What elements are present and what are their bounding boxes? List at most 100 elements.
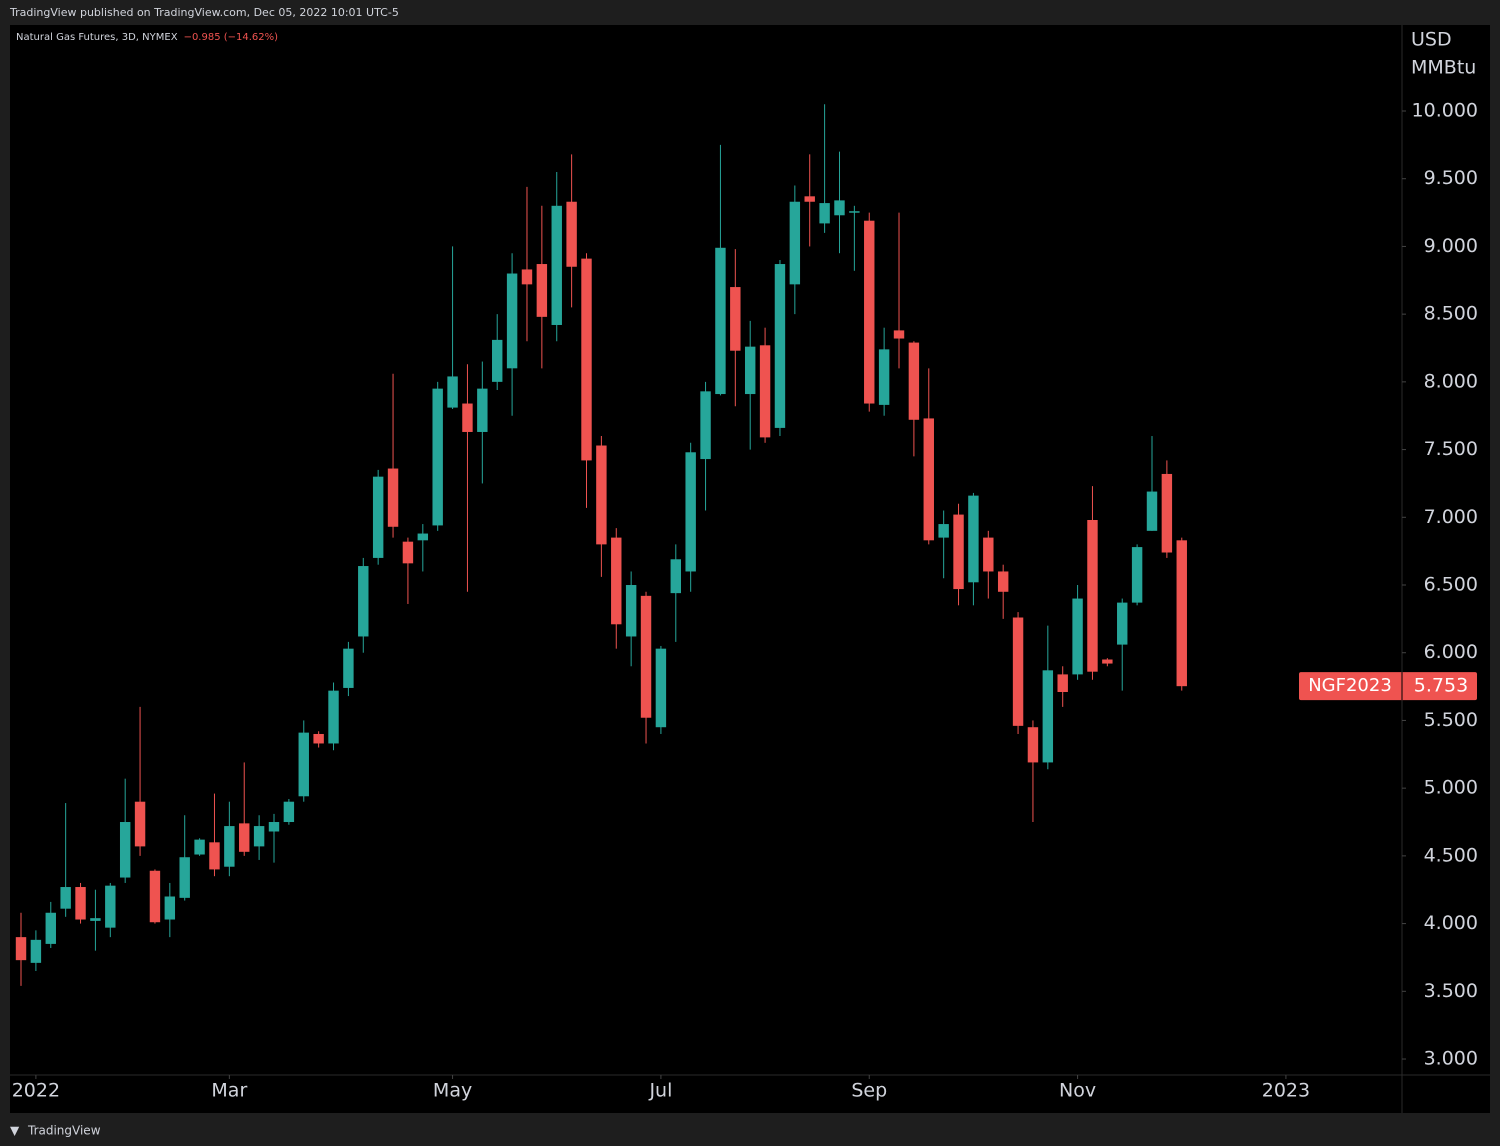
candle-body <box>224 826 235 867</box>
candle-body <box>209 842 220 870</box>
candle-body <box>968 495 979 583</box>
candle-body <box>1042 670 1054 763</box>
y-tick-label: 4.500 <box>1424 844 1478 866</box>
candle-body <box>834 200 845 216</box>
candle-body <box>596 445 607 545</box>
candle-body <box>372 476 384 558</box>
y-tick-label: 3.000 <box>1424 1048 1478 1070</box>
candle-body <box>134 801 146 847</box>
candle-body <box>774 264 786 428</box>
candle-body <box>730 287 741 351</box>
last-price-box <box>1299 672 1477 701</box>
candle-body <box>789 201 801 285</box>
candle-body <box>819 203 830 224</box>
x-tick-label: Mar <box>211 1080 247 1102</box>
candle-body <box>1102 659 1113 664</box>
candle-body <box>1176 540 1187 687</box>
candle-body <box>551 205 562 325</box>
y-tick-label: 8.000 <box>1424 370 1478 392</box>
candle-body <box>477 388 488 432</box>
candle-body <box>744 346 756 395</box>
candle-body <box>239 823 250 852</box>
candle-body <box>253 826 265 847</box>
candle-body <box>893 330 905 339</box>
last-price-name: NGF2023 <box>1308 675 1392 696</box>
candle-body <box>983 537 994 572</box>
plot-area <box>10 25 1402 1075</box>
candle-body <box>878 349 890 405</box>
candle-body <box>194 839 205 855</box>
x-tick-label: Nov <box>1059 1080 1096 1102</box>
y-tick-label: 6.000 <box>1424 641 1478 663</box>
candle-body <box>328 690 339 744</box>
y-tick-label: 6.500 <box>1424 574 1478 596</box>
candle-body <box>1012 617 1024 726</box>
candle-body <box>1117 602 1128 645</box>
candle-body <box>387 468 399 527</box>
candle-body <box>938 524 949 538</box>
candle-body <box>462 403 473 432</box>
candle-body <box>1146 491 1158 531</box>
footer-logo: ▼ <box>10 1124 20 1138</box>
footer: TradingView <box>27 1124 101 1138</box>
candle-body <box>417 533 429 541</box>
candle-body <box>432 388 443 526</box>
candle-body <box>1087 520 1098 672</box>
y-axis-label: USD <box>1411 29 1452 51</box>
y-tick-label: 7.500 <box>1424 438 1478 460</box>
y-tick-label: 9.000 <box>1424 235 1478 257</box>
candle-body <box>640 595 652 718</box>
candle-body <box>953 514 964 590</box>
y-tick-label: 7.000 <box>1424 506 1478 528</box>
candle-body <box>1072 598 1083 675</box>
candle-body <box>105 885 116 928</box>
candle-body <box>908 342 920 420</box>
candle-body <box>685 452 696 572</box>
candle-body <box>611 537 622 625</box>
candle-body <box>1057 674 1068 692</box>
y-tick-label: 10.000 <box>1412 99 1478 121</box>
candle-body <box>536 264 548 317</box>
chart-title: Natural Gas Futures, 3D, NYMEX <box>16 32 178 43</box>
candle-body <box>506 273 518 369</box>
candle-body <box>298 732 309 797</box>
candle-body <box>581 258 592 461</box>
candle-body <box>149 870 161 923</box>
candle-body <box>447 376 458 408</box>
candle-body <box>402 541 414 564</box>
candle-body <box>15 937 27 961</box>
candle-body <box>1131 547 1143 603</box>
candle-body <box>283 801 295 823</box>
candle-body <box>849 211 860 213</box>
candle-body <box>30 939 42 963</box>
candle-body <box>625 585 637 637</box>
y-tick-label: 8.500 <box>1424 303 1478 325</box>
candle-body <box>492 339 503 382</box>
candle-body <box>670 559 681 594</box>
x-tick-label: May <box>433 1080 472 1102</box>
candle-body <box>521 269 533 285</box>
header: TradingView published on TradingView.com… <box>9 6 399 19</box>
y-axis-label: MMBtu <box>1411 57 1476 79</box>
candle-body <box>715 247 726 395</box>
candle-body <box>164 896 176 920</box>
candle-body <box>268 822 280 832</box>
x-tick-label: 2022 <box>12 1080 60 1102</box>
candle-body <box>343 648 354 688</box>
y-axis-area <box>1402 25 1490 1075</box>
last-price-label: 5.753 <box>1414 675 1468 697</box>
candle-body <box>997 571 1009 592</box>
candle-body <box>1161 473 1173 553</box>
x-axis-area <box>10 1075 1490 1113</box>
x-tick-label: Jul <box>648 1080 672 1102</box>
candle-body <box>1027 727 1039 763</box>
candle-body <box>864 220 875 404</box>
candle-body <box>45 912 56 944</box>
candle-body <box>804 196 815 202</box>
candle-body <box>700 391 711 460</box>
candle-body <box>90 918 101 921</box>
candle-body <box>60 887 71 909</box>
x-tick-label: 2023 <box>1262 1080 1310 1102</box>
candle-body <box>358 566 369 637</box>
